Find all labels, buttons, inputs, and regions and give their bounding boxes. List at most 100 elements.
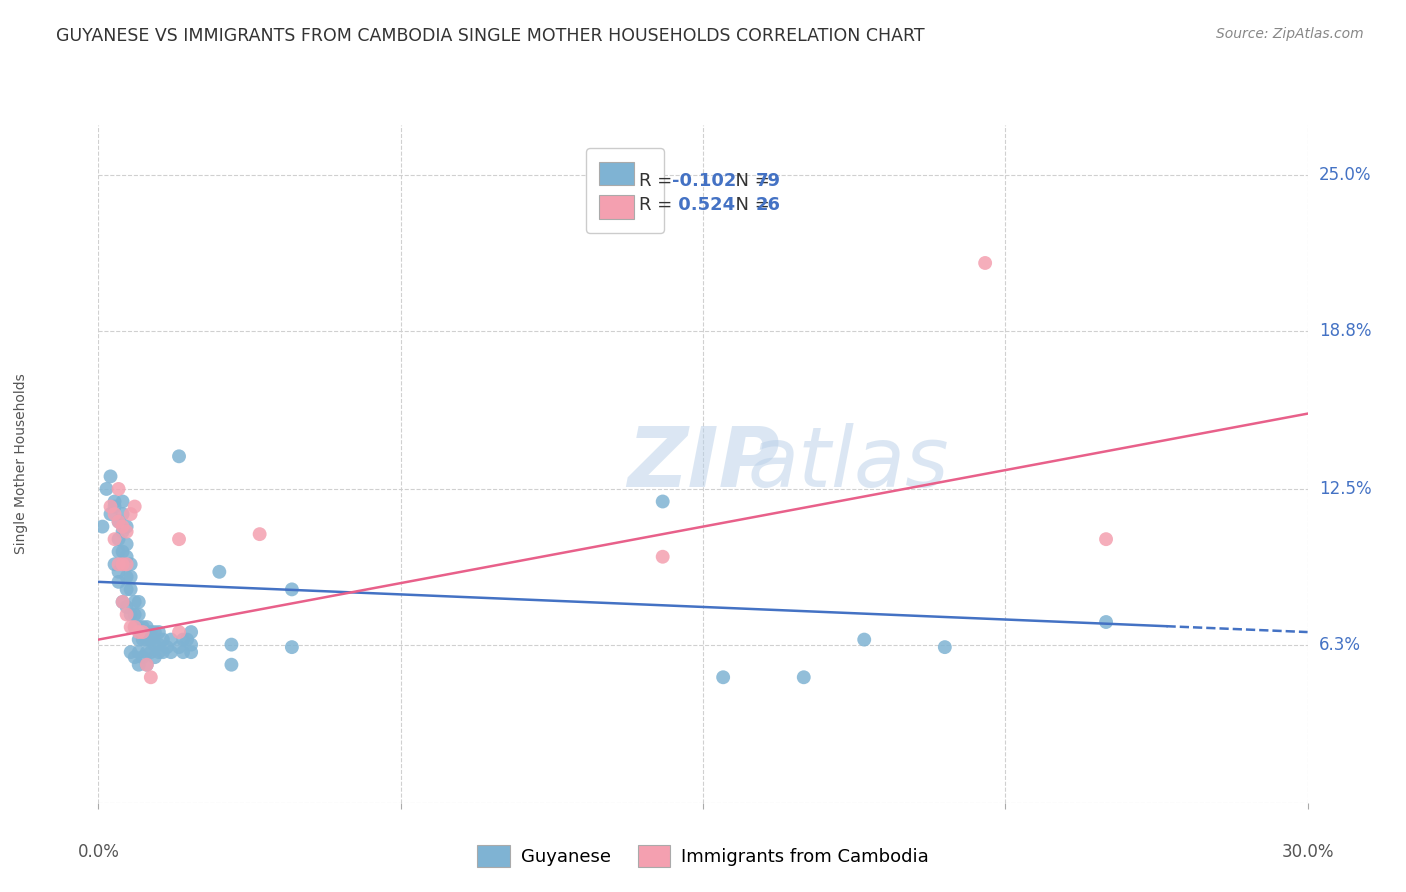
Point — [793, 670, 815, 684]
Point — [115, 549, 138, 564]
Point — [107, 515, 129, 529]
Point — [120, 620, 142, 634]
Legend: , : , — [586, 148, 664, 233]
Point — [281, 640, 304, 654]
Point — [120, 570, 142, 584]
Point — [124, 620, 146, 634]
Text: 12.5%: 12.5% — [1319, 480, 1371, 498]
Point — [167, 450, 190, 464]
Point — [103, 532, 125, 546]
Point — [128, 632, 150, 647]
Point — [111, 558, 134, 572]
Point — [107, 515, 129, 529]
Point — [115, 570, 138, 584]
Point — [100, 469, 122, 483]
Point — [135, 657, 157, 672]
Point — [115, 582, 138, 597]
Point — [107, 565, 129, 579]
Point — [934, 640, 956, 654]
Text: -0.102: -0.102 — [672, 172, 735, 190]
Text: GUYANESE VS IMMIGRANTS FROM CAMBODIA SINGLE MOTHER HOUSEHOLDS CORRELATION CHART: GUYANESE VS IMMIGRANTS FROM CAMBODIA SIN… — [56, 27, 925, 45]
Point — [143, 638, 166, 652]
Point — [148, 625, 170, 640]
Text: Single Mother Households: Single Mother Households — [14, 374, 28, 554]
Point — [180, 638, 202, 652]
Point — [124, 595, 146, 609]
Point — [160, 645, 183, 659]
Point — [120, 645, 142, 659]
Point — [148, 645, 170, 659]
Point — [107, 545, 129, 559]
Point — [135, 645, 157, 659]
Point — [152, 645, 174, 659]
Point — [100, 500, 122, 514]
Point — [974, 256, 997, 270]
Text: 25.0%: 25.0% — [1319, 166, 1371, 184]
Point — [103, 500, 125, 514]
Point — [853, 632, 876, 647]
Point — [711, 670, 734, 684]
Point — [128, 657, 150, 672]
Point — [139, 625, 162, 640]
Point — [111, 507, 134, 521]
Point — [120, 507, 142, 521]
Point — [651, 549, 673, 564]
Point — [135, 632, 157, 647]
Point — [167, 640, 190, 654]
Point — [128, 625, 150, 640]
Text: atlas: atlas — [747, 424, 949, 504]
Point — [132, 650, 155, 665]
Text: 26: 26 — [756, 196, 780, 214]
Point — [115, 524, 138, 539]
Point — [115, 607, 138, 622]
Text: 30.0%: 30.0% — [1281, 843, 1334, 861]
Point — [221, 638, 243, 652]
Point — [124, 500, 146, 514]
Text: 0.524: 0.524 — [672, 196, 735, 214]
Point — [107, 558, 129, 572]
Point — [115, 519, 138, 533]
Point — [103, 558, 125, 572]
Text: 6.3%: 6.3% — [1319, 636, 1361, 654]
Point — [107, 532, 129, 546]
Point — [143, 625, 166, 640]
Point — [152, 632, 174, 647]
Point — [111, 545, 134, 559]
Point — [120, 582, 142, 597]
Point — [128, 595, 150, 609]
Point — [1095, 532, 1118, 546]
Point — [176, 632, 198, 647]
Point — [167, 625, 190, 640]
Point — [148, 638, 170, 652]
Point — [167, 532, 190, 546]
Point — [1095, 615, 1118, 629]
Point — [135, 657, 157, 672]
Point — [115, 599, 138, 614]
Point — [281, 582, 304, 597]
Point — [124, 650, 146, 665]
Point — [124, 607, 146, 622]
Point — [115, 537, 138, 551]
Text: N =: N = — [724, 196, 775, 214]
Point — [111, 524, 134, 539]
Point — [96, 482, 118, 496]
Legend: Guyanese, Immigrants from Cambodia: Guyanese, Immigrants from Cambodia — [470, 838, 936, 874]
Text: 18.8%: 18.8% — [1319, 322, 1371, 340]
Point — [160, 632, 183, 647]
Point — [103, 507, 125, 521]
Point — [111, 519, 134, 533]
Point — [128, 620, 150, 634]
Point — [172, 645, 194, 659]
Point — [120, 558, 142, 572]
Point — [139, 645, 162, 659]
Point — [221, 657, 243, 672]
Point — [120, 607, 142, 622]
Point — [111, 558, 134, 572]
Point — [100, 507, 122, 521]
Point — [103, 494, 125, 508]
Text: 0.0%: 0.0% — [77, 843, 120, 861]
Point — [115, 558, 138, 572]
Point — [128, 645, 150, 659]
Point — [91, 519, 114, 533]
Point — [107, 574, 129, 589]
